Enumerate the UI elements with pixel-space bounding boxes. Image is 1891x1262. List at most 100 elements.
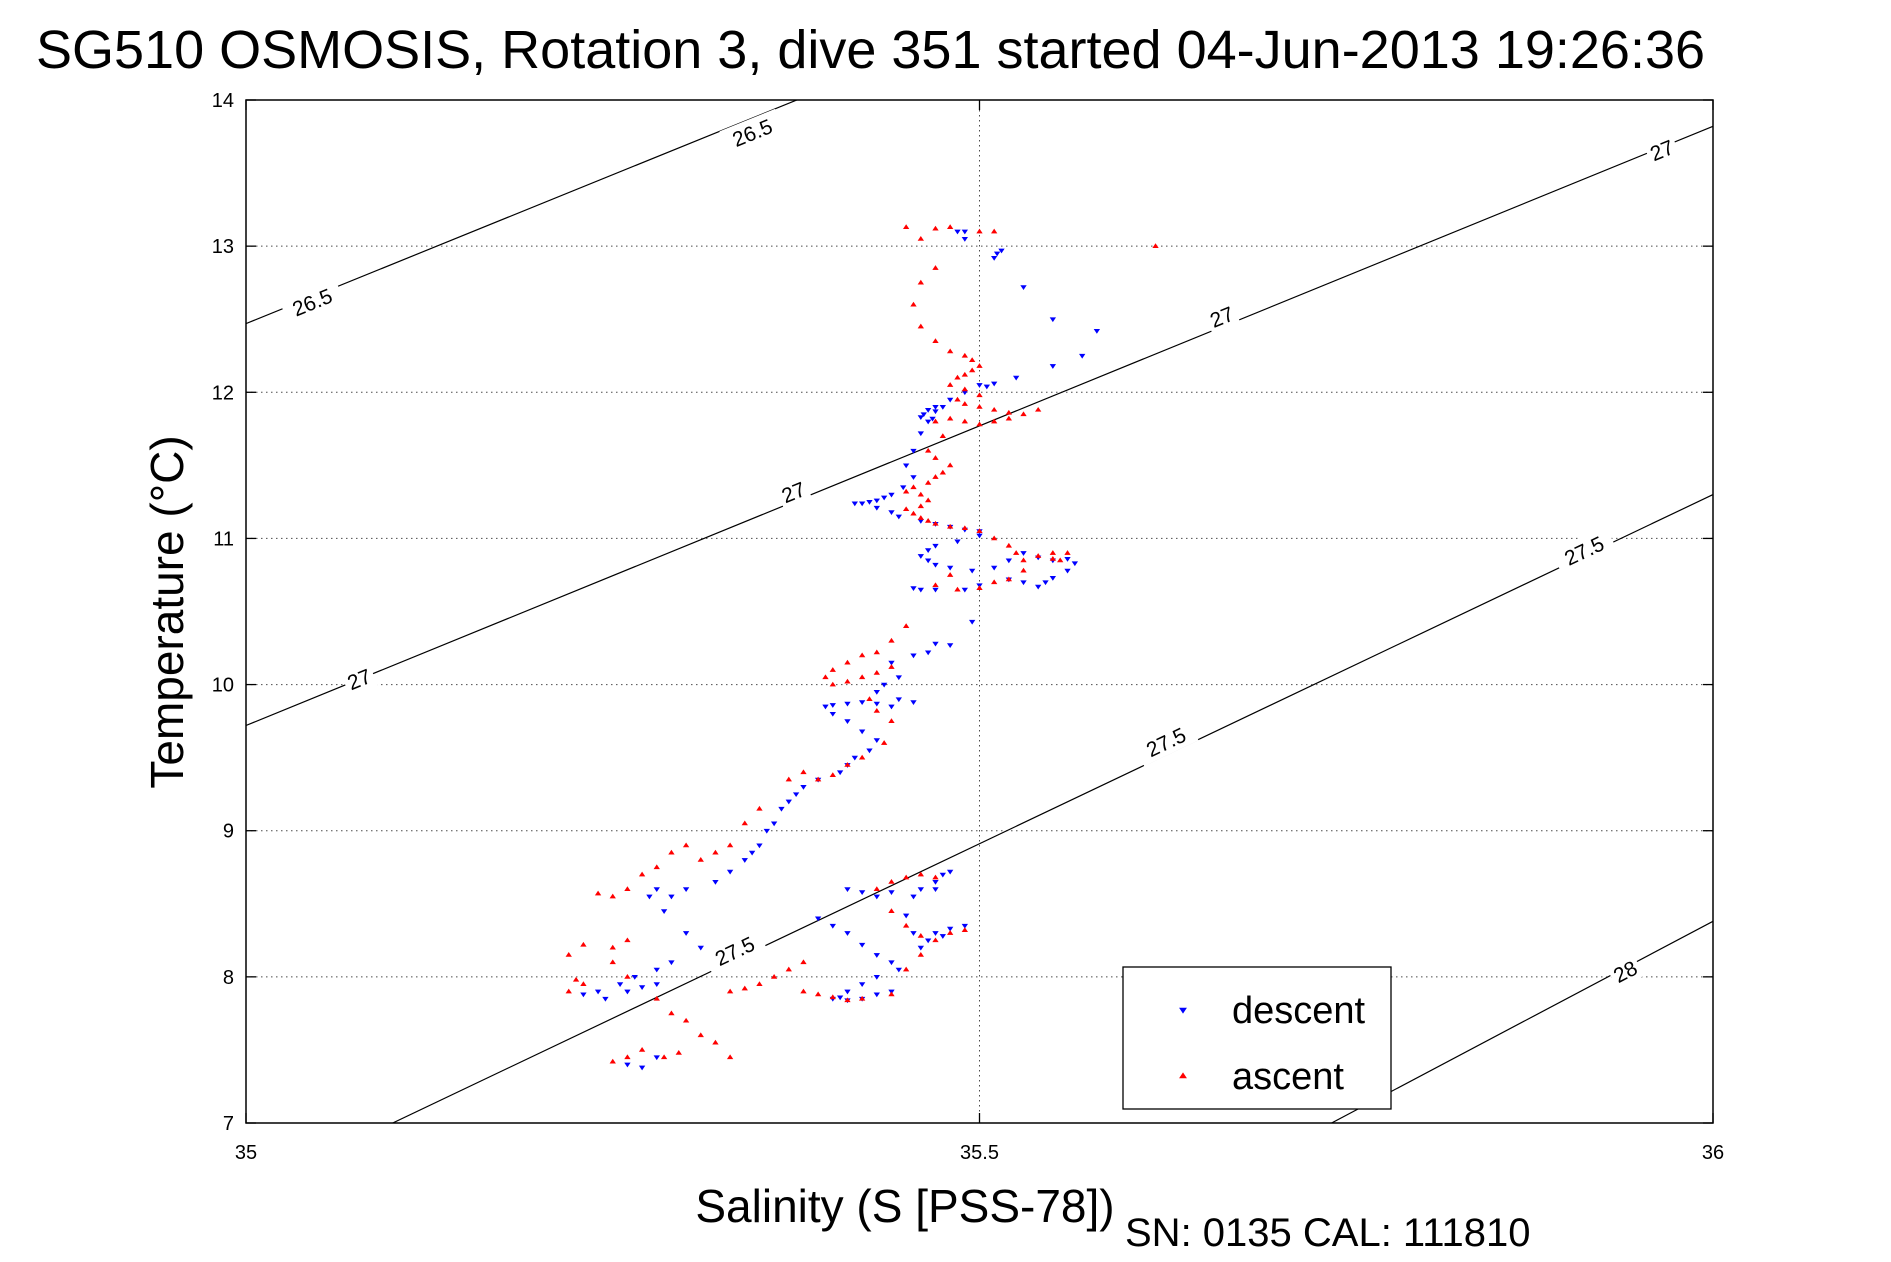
descent-point <box>954 229 961 235</box>
descent-point <box>961 587 968 593</box>
ascent-point <box>902 488 910 494</box>
descent-point <box>682 931 690 936</box>
descent-point <box>946 643 954 648</box>
descent-point <box>976 383 983 388</box>
descent-point <box>844 719 851 724</box>
ascent-point <box>624 1054 631 1060</box>
ascent-point <box>697 857 704 862</box>
ascent-point <box>624 886 631 892</box>
ascent-point <box>844 678 851 684</box>
descent-point <box>858 700 866 705</box>
ascent-point <box>873 707 880 713</box>
ascent-point <box>1035 406 1042 412</box>
ascent-point <box>756 805 763 811</box>
ascent-point <box>924 518 932 523</box>
ascent-point <box>946 523 954 529</box>
ascent-point <box>961 401 968 406</box>
descent-point <box>932 887 939 893</box>
descent-point <box>917 415 924 421</box>
descent-point <box>929 416 936 422</box>
descent-point <box>932 543 939 549</box>
ascent-point <box>580 941 587 947</box>
ascent-point <box>858 995 866 1001</box>
ascent-point <box>1013 550 1020 555</box>
ascent-point <box>924 447 932 453</box>
descent-point <box>763 828 770 834</box>
ascent-point <box>668 849 675 855</box>
descent-point <box>624 989 631 995</box>
density-contour-line <box>392 494 1713 1123</box>
ascent-point <box>609 893 616 899</box>
descent-point <box>726 869 734 875</box>
ascent-point <box>976 404 983 409</box>
ascent-point <box>770 973 778 979</box>
ascent-point <box>917 279 924 285</box>
descent-point <box>638 1065 646 1071</box>
descent-point <box>858 501 866 507</box>
descent-point <box>895 697 902 703</box>
footer-serial-cal: SN: 0135 CAL: 111810 <box>1125 1211 1530 1255</box>
ascent-point <box>917 235 924 241</box>
descent-point <box>895 675 902 681</box>
descent-point <box>917 587 924 593</box>
ascent-point <box>1020 411 1027 417</box>
ascent-point <box>910 484 917 490</box>
descent-point <box>653 967 660 973</box>
ascent-point <box>638 1047 646 1052</box>
descent-point <box>741 858 748 863</box>
ascent-point <box>932 455 939 460</box>
descent-point <box>602 996 609 1002</box>
ascent-point <box>675 1049 682 1055</box>
descent-point <box>770 821 778 827</box>
ascent-point <box>1057 557 1064 563</box>
legend-marker-ascent <box>1179 1072 1187 1079</box>
ascent-point <box>961 927 968 932</box>
descent-point <box>836 995 844 1001</box>
ascent-point <box>932 937 939 943</box>
descent-point <box>924 558 932 564</box>
descent-point <box>646 894 653 900</box>
ascent-point <box>726 842 734 848</box>
descent-point <box>932 409 939 415</box>
descent-point <box>851 501 858 507</box>
ascent-point <box>888 664 895 669</box>
descent-point <box>946 565 954 571</box>
contour-label-bg <box>340 661 378 697</box>
ascent-point <box>932 225 939 231</box>
ascent-point <box>624 973 631 979</box>
ascent-point <box>932 338 939 343</box>
ascent-point <box>1005 415 1013 421</box>
descent-point <box>836 770 844 776</box>
descent-point <box>888 660 895 666</box>
ascent-point <box>785 966 792 972</box>
descent-point <box>624 1062 631 1068</box>
descent-point <box>653 1055 660 1061</box>
ascent-point <box>917 933 924 938</box>
legend-marker-descent <box>1179 1007 1187 1014</box>
descent-point <box>961 236 968 242</box>
descent-point <box>932 931 939 936</box>
ascent-point <box>976 585 983 590</box>
ascent-point <box>609 944 616 950</box>
ascent-point <box>969 357 976 362</box>
ascent-point <box>991 406 998 412</box>
descent-point <box>932 587 939 593</box>
ascent-point <box>866 696 873 702</box>
descent-point <box>917 945 924 951</box>
descent-point <box>939 405 946 410</box>
descent-point <box>910 475 917 480</box>
descent-point <box>902 913 910 919</box>
ascent-point <box>924 480 932 485</box>
ascent-point <box>976 228 983 234</box>
ascent-point <box>873 649 880 655</box>
descent-point <box>814 916 822 922</box>
ascent-point <box>939 469 946 475</box>
descent-point <box>594 989 602 995</box>
ascent-point <box>976 421 983 427</box>
descent-point <box>858 982 866 988</box>
ascent-point <box>1020 557 1027 563</box>
descent-point <box>880 682 888 688</box>
descent-point <box>880 495 888 501</box>
descent-point <box>1049 317 1057 323</box>
ascent-point <box>888 908 895 913</box>
